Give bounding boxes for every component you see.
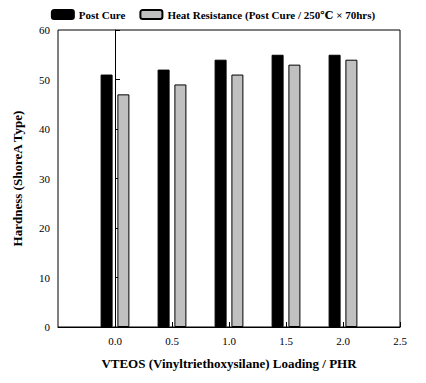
svg-text:Hardness (ShoreA Type): Hardness (ShoreA Type) [10,111,25,247]
svg-text:1.5: 1.5 [279,335,293,347]
svg-text:40: 40 [39,123,51,135]
svg-text:2.5: 2.5 [393,335,407,347]
svg-text:Heat Resistance (Post Cure / 2: Heat Resistance (Post Cure / 250℃ × 70hr… [167,9,375,22]
svg-text:50: 50 [39,74,51,86]
svg-text:0.5: 0.5 [165,335,179,347]
svg-text:0.0: 0.0 [108,335,122,347]
svg-text:Post Cure: Post Cure [79,9,126,21]
svg-text:10: 10 [39,272,51,284]
svg-text:30: 30 [39,173,51,185]
svg-text:1.0: 1.0 [222,335,236,347]
svg-text:20: 20 [39,222,51,234]
svg-text:60: 60 [39,24,51,36]
svg-text:0: 0 [45,321,51,333]
svg-text:VTEOS (Vinyltriethoxysilane) L: VTEOS (Vinyltriethoxysilane) Loading / P… [101,356,357,371]
svg-text:2.0: 2.0 [336,335,350,347]
